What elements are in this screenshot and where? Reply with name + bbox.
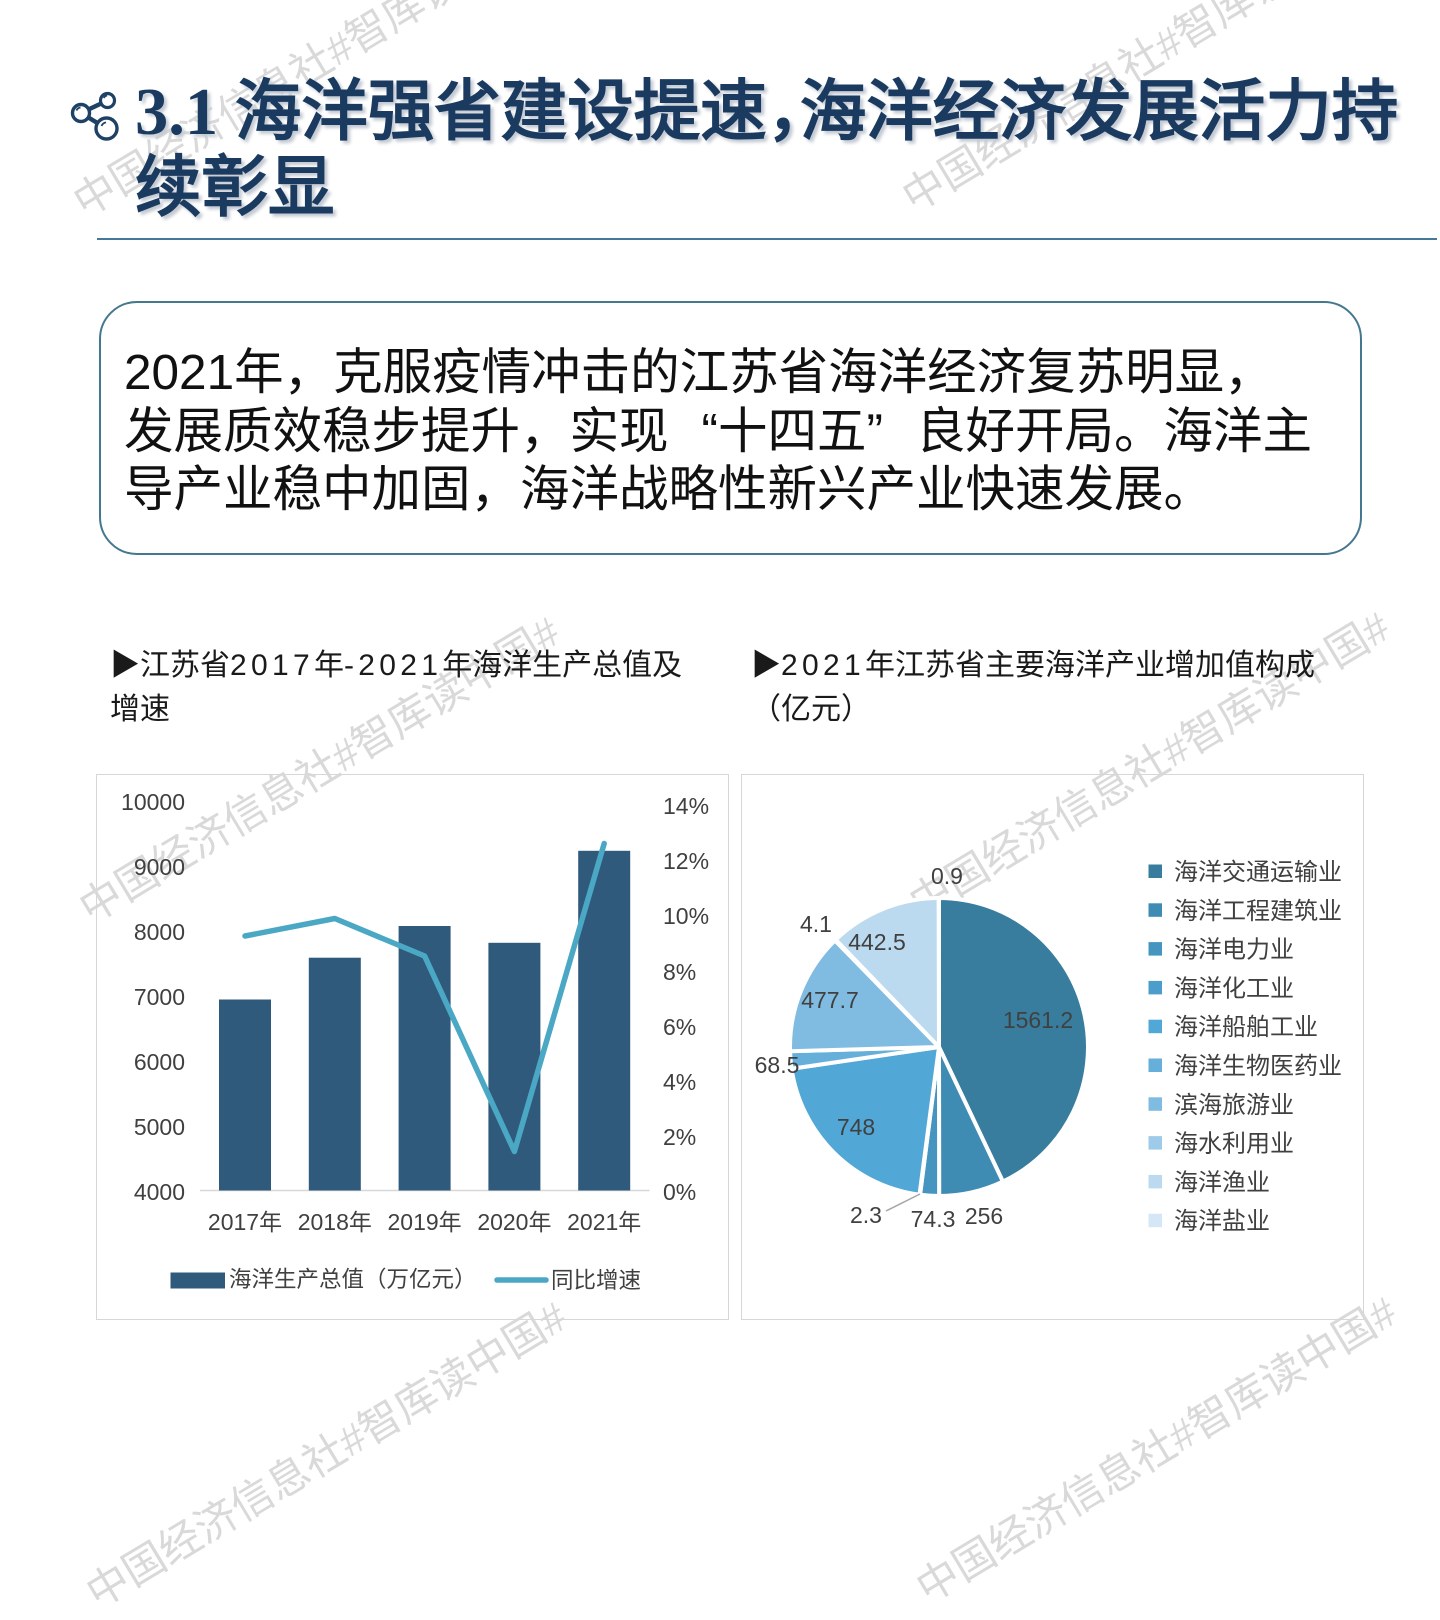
svg-text:74.3: 74.3	[911, 1206, 956, 1232]
svg-text:7000: 7000	[134, 984, 185, 1010]
svg-text:6%: 6%	[663, 1014, 696, 1040]
svg-text:442.5: 442.5	[848, 929, 906, 955]
svg-text:海洋交通运输业: 海洋交通运输业	[1174, 859, 1342, 886]
svg-text:10%: 10%	[663, 903, 709, 929]
svg-text:海洋电力业: 海洋电力业	[1174, 937, 1294, 964]
svg-text:10000: 10000	[121, 789, 185, 815]
svg-text:2%: 2%	[663, 1124, 696, 1150]
svg-text:5000: 5000	[134, 1114, 185, 1140]
svg-text:海洋生物医药业: 海洋生物医药业	[1174, 1053, 1342, 1080]
svg-text:14%: 14%	[663, 793, 709, 819]
svg-text:4%: 4%	[663, 1069, 696, 1095]
svg-text:477.7: 477.7	[801, 987, 859, 1013]
svg-text:9000: 9000	[134, 854, 185, 880]
svg-text:8000: 8000	[134, 919, 185, 945]
svg-text:2017年: 2017年	[208, 1209, 282, 1235]
svg-text:2020年: 2020年	[477, 1209, 551, 1235]
svg-text:海水利用业: 海水利用业	[1174, 1131, 1294, 1158]
svg-text:海洋船舶工业: 海洋船舶工业	[1174, 1014, 1318, 1041]
svg-text:12%: 12%	[663, 848, 709, 874]
svg-text:4.1: 4.1	[800, 911, 832, 937]
svg-text:海洋生产总值（万亿元）: 海洋生产总值（万亿元）	[229, 1267, 477, 1292]
svg-text:2.3: 2.3	[850, 1202, 882, 1228]
svg-text:2019年: 2019年	[388, 1209, 462, 1235]
svg-text:同比增速: 同比增速	[551, 1268, 641, 1293]
svg-text:256: 256	[965, 1203, 1003, 1229]
svg-text:海洋盐业: 海洋盐业	[1174, 1208, 1270, 1235]
svg-text:滨海旅游业: 滨海旅游业	[1174, 1092, 1294, 1119]
svg-text:748: 748	[837, 1114, 875, 1140]
svg-text:6000: 6000	[134, 1049, 185, 1075]
svg-text:0.9: 0.9	[931, 863, 963, 889]
svg-text:海洋工程建筑业: 海洋工程建筑业	[1174, 898, 1342, 925]
svg-text:8%: 8%	[663, 959, 696, 985]
svg-text:2018年: 2018年	[298, 1209, 372, 1235]
svg-text:1561.2: 1561.2	[1003, 1007, 1073, 1033]
svg-text:2021年: 2021年	[567, 1209, 641, 1235]
svg-text:0%: 0%	[663, 1179, 696, 1205]
svg-text:海洋化工业: 海洋化工业	[1174, 975, 1294, 1002]
svg-text:68.5: 68.5	[755, 1052, 800, 1078]
svg-text:4000: 4000	[134, 1179, 185, 1205]
svg-text:海洋渔业: 海洋渔业	[1174, 1169, 1270, 1196]
